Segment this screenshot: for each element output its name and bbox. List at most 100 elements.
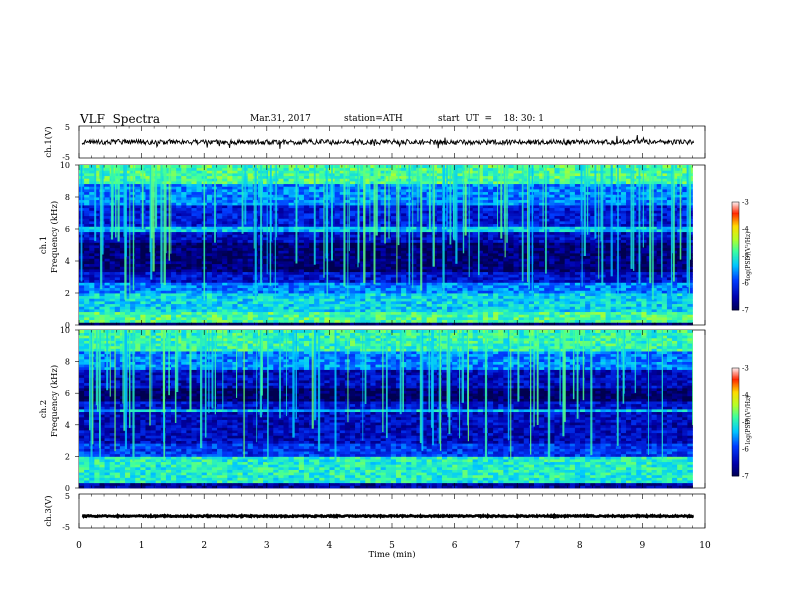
- spectrogram-cell: [560, 312, 566, 315]
- spectrogram-cell: [186, 317, 192, 320]
- spectrogram-cell: [197, 288, 203, 291]
- spectrogram-cell: [473, 312, 479, 315]
- spectrogram-cell: [580, 269, 586, 272]
- spectrogram-cell: [544, 282, 550, 285]
- spectrogram-cell: [217, 269, 223, 272]
- spectrogram-cell: [243, 277, 249, 280]
- spectrogram-cell: [171, 288, 177, 291]
- spectrogram-cell: [427, 256, 433, 259]
- spectrogram-cell: [437, 322, 443, 325]
- spectrogram-cell: [422, 320, 428, 323]
- spectrogram-cell: [652, 322, 658, 325]
- spectrogram-cell: [263, 301, 269, 304]
- spectrogram-cell: [514, 269, 520, 272]
- spectrogram-cell: [411, 288, 417, 291]
- spectrogram-cell: [468, 306, 474, 309]
- spectrogram-cell: [186, 248, 192, 251]
- spectrogram-cell: [289, 272, 295, 275]
- spectrogram-cell: [468, 309, 474, 312]
- spectrogram-cell: [585, 261, 591, 264]
- spectrogram-cell: [462, 298, 468, 301]
- spectrogram-cell: [186, 304, 192, 307]
- spectrogram-cell: [411, 258, 417, 261]
- spectrogram-cell: [554, 258, 560, 261]
- spectrogram-cell: [570, 234, 576, 237]
- spectrogram-cell: [207, 322, 213, 325]
- spectrogram-cell: [437, 280, 443, 283]
- spectrogram-cell: [493, 253, 499, 256]
- spectrogram-cell: [248, 280, 254, 283]
- spectrogram-cell: [237, 314, 243, 317]
- spectrogram-cell: [207, 213, 213, 216]
- spectrogram-cell: [330, 317, 336, 320]
- spectrogram-cell: [503, 290, 509, 293]
- spectrogram-cell: [483, 226, 489, 229]
- spectrogram-cell: [606, 274, 612, 277]
- spectrogram-cell: [473, 237, 479, 240]
- spectrogram-cell: [677, 296, 683, 299]
- spectrogram-cell: [391, 242, 397, 245]
- spectrogram-cell: [570, 274, 576, 277]
- spectrogram-cell: [580, 280, 586, 283]
- spectrogram-cell: [299, 280, 305, 283]
- spectrogram-cell: [161, 301, 167, 304]
- spectrogram-cell: [503, 256, 509, 259]
- spectrogram-cell: [191, 269, 197, 272]
- spectrogram-cell: [554, 242, 560, 245]
- spectrogram-cell: [662, 229, 668, 232]
- spectrogram-cell: [590, 256, 596, 259]
- spectrogram-cell: [544, 242, 550, 245]
- spectrogram-cell: [422, 221, 428, 224]
- spectrogram-cell: [549, 224, 555, 227]
- spectrogram-cell: [457, 309, 463, 312]
- spectrogram-cell: [345, 320, 351, 323]
- spectrogram-cell: [606, 290, 612, 293]
- spectrogram-cell: [370, 290, 376, 293]
- spectrogram-cell: [672, 309, 678, 312]
- spectrogram-cell: [105, 253, 111, 256]
- spectrogram-cell: [299, 213, 305, 216]
- spectrogram-cell: [575, 248, 581, 251]
- spectrogram-cell: [330, 298, 336, 301]
- spectrogram-cell: [585, 304, 591, 307]
- spectrogram-cell: [207, 320, 213, 323]
- spectrogram-cell: [212, 293, 218, 296]
- spectrogram-cell: [503, 309, 509, 312]
- spectrogram-cell: [595, 248, 601, 251]
- spectrogram-cell: [350, 280, 356, 283]
- spectrogram-cell: [135, 266, 141, 269]
- spectrogram-cell: [191, 248, 197, 251]
- spectrogram-cell: [84, 277, 90, 280]
- spectrogram-cell: [662, 304, 668, 307]
- spectrogram-cell: [94, 322, 100, 325]
- spectrogram-cell: [319, 296, 325, 299]
- spectrogram-cell: [662, 269, 668, 272]
- spectrogram-cell: [381, 285, 387, 288]
- spectrogram-cell: [662, 301, 668, 304]
- spectrogram-cell: [462, 272, 468, 275]
- spectrogram-cell: [565, 285, 571, 288]
- spectrogram-cell: [222, 293, 228, 296]
- spectrogram-cell: [263, 266, 269, 269]
- spectrogram-cell: [503, 253, 509, 256]
- spectrogram-cell: [355, 306, 361, 309]
- spectrogram-cell: [222, 314, 228, 317]
- spectrogram-cell: [156, 314, 162, 317]
- spectrogram-cell: [207, 269, 213, 272]
- spectrogram-cell: [488, 256, 494, 259]
- spectrogram-cell: [130, 290, 136, 293]
- spectrogram-cell: [243, 304, 249, 307]
- spectrogram-cell: [478, 298, 484, 301]
- spectrogram-cell: [278, 298, 284, 301]
- spectrogram-cell: [381, 317, 387, 320]
- spectrogram-cell: [283, 240, 289, 243]
- spectrogram-cell: [89, 288, 95, 291]
- spectrogram-cell: [237, 242, 243, 245]
- spectrogram-cell: [289, 242, 295, 245]
- spectrogram-cell: [406, 317, 412, 320]
- spectrogram-cell: [299, 250, 305, 253]
- spectrogram-cell: [105, 258, 111, 261]
- spectrogram-cell: [611, 298, 617, 301]
- spectrogram-cell: [84, 224, 90, 227]
- spectrogram-cell: [289, 250, 295, 253]
